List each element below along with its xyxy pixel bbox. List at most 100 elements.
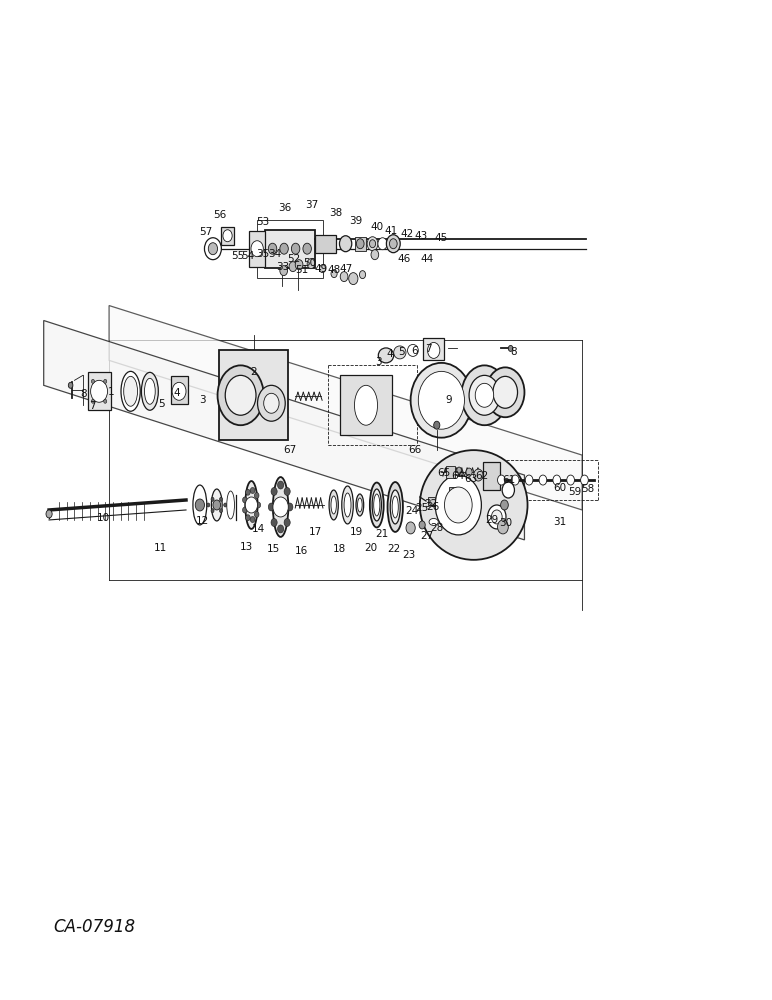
- Circle shape: [208, 243, 218, 255]
- Circle shape: [349, 273, 358, 285]
- Ellipse shape: [420, 450, 527, 560]
- Text: 11: 11: [154, 543, 168, 553]
- Text: 24: 24: [405, 506, 418, 516]
- Text: 44: 44: [420, 254, 433, 264]
- Circle shape: [219, 509, 222, 513]
- Circle shape: [278, 481, 283, 489]
- Polygon shape: [109, 306, 582, 510]
- Text: 54: 54: [242, 251, 255, 261]
- Circle shape: [378, 238, 387, 250]
- Circle shape: [242, 507, 247, 513]
- Circle shape: [406, 522, 415, 534]
- Circle shape: [476, 383, 493, 407]
- Text: 50: 50: [303, 258, 317, 268]
- Ellipse shape: [344, 493, 351, 517]
- Bar: [340, 375, 392, 435]
- Bar: [221, 227, 235, 245]
- Bar: [171, 376, 188, 404]
- Text: 6: 6: [411, 346, 418, 356]
- Circle shape: [511, 475, 519, 485]
- Text: 9: 9: [445, 395, 452, 405]
- Circle shape: [497, 520, 508, 534]
- Circle shape: [500, 500, 508, 510]
- Circle shape: [255, 511, 259, 517]
- Circle shape: [307, 259, 315, 269]
- Circle shape: [434, 421, 440, 429]
- Circle shape: [367, 237, 378, 251]
- Circle shape: [256, 502, 261, 508]
- Circle shape: [291, 243, 300, 254]
- Text: 65: 65: [437, 468, 450, 478]
- Ellipse shape: [408, 344, 418, 356]
- Bar: [249, 231, 265, 267]
- Circle shape: [497, 475, 505, 485]
- Text: 48: 48: [327, 265, 340, 275]
- Text: 8: 8: [510, 347, 517, 357]
- Ellipse shape: [378, 348, 394, 363]
- Circle shape: [103, 399, 107, 403]
- Ellipse shape: [141, 372, 158, 410]
- Text: 27: 27: [420, 531, 433, 541]
- Text: 41: 41: [384, 226, 398, 236]
- Circle shape: [331, 270, 337, 278]
- Text: 2: 2: [250, 367, 257, 377]
- Bar: [315, 235, 337, 253]
- Circle shape: [303, 243, 311, 254]
- Bar: [449, 487, 457, 497]
- Text: 58: 58: [581, 484, 594, 494]
- Text: 67: 67: [283, 445, 296, 455]
- Text: 64: 64: [452, 471, 465, 481]
- Circle shape: [218, 365, 264, 425]
- Text: 17: 17: [309, 527, 322, 537]
- Text: CA-07918: CA-07918: [54, 918, 136, 936]
- Text: 47: 47: [340, 264, 353, 274]
- Ellipse shape: [418, 371, 465, 429]
- Text: 66: 66: [408, 445, 422, 455]
- Circle shape: [251, 241, 263, 257]
- Circle shape: [371, 250, 379, 260]
- Ellipse shape: [357, 498, 362, 512]
- Text: 10: 10: [96, 513, 110, 523]
- Circle shape: [567, 475, 574, 485]
- Bar: [257, 220, 323, 278]
- Bar: [423, 338, 445, 360]
- Circle shape: [245, 489, 250, 495]
- Circle shape: [502, 482, 514, 498]
- Text: 31: 31: [554, 517, 567, 527]
- Text: 49: 49: [315, 264, 328, 274]
- Circle shape: [370, 240, 376, 248]
- Text: 37: 37: [305, 200, 318, 210]
- Circle shape: [553, 475, 560, 485]
- Circle shape: [195, 499, 205, 511]
- Circle shape: [419, 521, 425, 529]
- Text: 32: 32: [424, 499, 437, 509]
- Circle shape: [258, 385, 285, 421]
- Circle shape: [211, 497, 214, 501]
- Circle shape: [250, 516, 255, 522]
- Circle shape: [68, 382, 73, 388]
- Ellipse shape: [392, 496, 398, 518]
- Circle shape: [225, 375, 256, 415]
- Circle shape: [223, 230, 232, 242]
- Text: 3: 3: [200, 395, 206, 405]
- Text: 59: 59: [569, 487, 582, 497]
- Circle shape: [279, 266, 287, 276]
- Text: 63: 63: [464, 474, 477, 484]
- Text: 55: 55: [231, 251, 244, 261]
- Text: 30: 30: [499, 518, 512, 528]
- Ellipse shape: [374, 494, 380, 516]
- Text: 56: 56: [213, 210, 226, 220]
- Text: 14: 14: [252, 524, 265, 534]
- Circle shape: [242, 497, 247, 503]
- Circle shape: [269, 243, 277, 254]
- Circle shape: [469, 375, 499, 415]
- Circle shape: [389, 239, 397, 249]
- Text: 13: 13: [239, 542, 252, 552]
- Circle shape: [435, 475, 482, 535]
- Polygon shape: [44, 320, 524, 540]
- Circle shape: [273, 497, 288, 517]
- Circle shape: [493, 376, 517, 408]
- Circle shape: [295, 260, 303, 270]
- Circle shape: [474, 469, 483, 481]
- Text: 60: 60: [554, 483, 567, 493]
